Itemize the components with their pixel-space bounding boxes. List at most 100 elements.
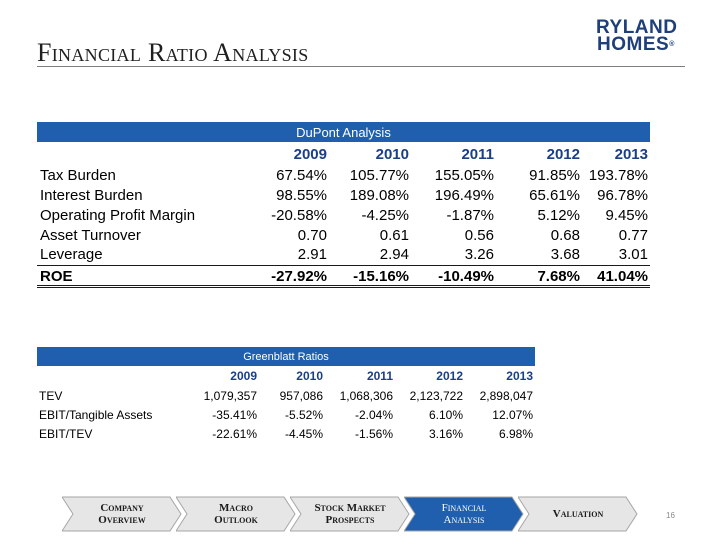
cell: -1.87% (446, 206, 494, 224)
row-label: Interest Burden (40, 186, 143, 204)
nav-label: Stock Market (314, 502, 386, 514)
ryland-homes-logo: RYLAND HOMES® (596, 17, 690, 55)
cell: -2.04% (354, 407, 393, 422)
cell: -1.56% (354, 426, 393, 441)
nav-label: Company (100, 502, 144, 514)
cell: -35.41% (212, 407, 257, 422)
nav-chevron-shape (176, 496, 296, 532)
dupont-year: 2010 (329, 142, 411, 165)
dupont-title: DuPont Analysis (37, 122, 650, 144)
cell: 9.45% (605, 206, 648, 224)
title-divider (37, 66, 685, 67)
table-row: Tax Burden 67.54% 105.77% 155.05% 91.85%… (37, 165, 650, 185)
nav-stock-market-prospects[interactable]: Stock Market Prospects (290, 496, 410, 532)
cell: 41.04% (582, 264, 650, 288)
cell: 2,898,047 (479, 388, 533, 403)
section-nav: Company Overview Macro Outlook Stock Marke… (62, 496, 642, 532)
table-row: Asset Turnover 0.70 0.61 0.56 0.68 0.77 (37, 225, 650, 245)
cell: 1,068,306 (339, 388, 393, 403)
cell: -20.58% (271, 206, 327, 224)
row-label: Tax Burden (40, 166, 116, 184)
cell: -4.25% (361, 206, 409, 224)
nav-company-overview[interactable]: Company Overview (62, 496, 182, 532)
row-label: Asset Turnover (40, 226, 141, 244)
dupont-year: 2012 (496, 142, 582, 165)
nav-label: Prospects (325, 514, 375, 526)
cell: 3.68 (550, 246, 580, 264)
greenblatt-title: Greenblatt Ratios (37, 347, 535, 366)
cell: 7.68% (496, 264, 582, 288)
dupont-year: 2009 (247, 142, 329, 165)
roe-row: ROE -27.92% -15.16% -10.49% 7.68% 41.04% (37, 264, 650, 288)
greenblatt-year: 2010 (296, 369, 323, 383)
cell: 2,123,722 (409, 388, 463, 403)
nav-label: Valuation (552, 508, 604, 520)
cell: 189.08% (349, 186, 409, 204)
nav-label: Financial (441, 502, 487, 514)
nav-label: Macro (219, 502, 253, 514)
row-label: TEV (39, 388, 63, 403)
cell: 2.94 (379, 246, 409, 264)
cell: -5.52% (284, 407, 323, 422)
dupont-year-header: 2009 2010 2011 2012 2013 (37, 142, 650, 165)
cell: -15.16% (329, 264, 411, 288)
greenblatt-year-header: 2009 2010 2011 2012 2013 (37, 366, 535, 386)
row-label: Leverage (40, 246, 103, 264)
nav-label: Analysis (443, 514, 485, 526)
cell: 1,079,357 (203, 388, 257, 403)
cell: 155.05% (434, 166, 494, 184)
page-number: 16 (666, 511, 675, 520)
nav-financial-analysis[interactable]: Financial Analysis (404, 496, 524, 532)
cell: 98.55% (276, 186, 327, 204)
cell: 67.54% (276, 166, 327, 184)
dupont-year: 2011 (411, 142, 496, 165)
cell: -27.92% (247, 264, 329, 288)
cell: 12.07% (492, 407, 533, 422)
table-row: EBIT/Tangible Assets -35.41% -5.52% -2.0… (37, 405, 535, 424)
logo-line-1: RYLAND (596, 17, 678, 38)
cell: -4.45% (284, 426, 323, 441)
cell: 2.91 (297, 246, 327, 264)
cell: 91.85% (529, 166, 580, 184)
double-underline (37, 285, 650, 286)
greenblatt-year: 2011 (366, 369, 393, 383)
cell: 193.78% (588, 166, 648, 184)
cell: 0.77 (618, 226, 648, 244)
cell: 96.78% (597, 186, 648, 204)
cell: 0.68 (550, 226, 580, 244)
cell: 957,086 (279, 388, 323, 403)
row-label: EBIT/Tangible Assets (39, 407, 153, 422)
dupont-year: 2013 (582, 142, 650, 165)
table-row: Operating Profit Margin -20.58% -4.25% -… (37, 205, 650, 225)
nav-label: Outlook (214, 514, 258, 526)
cell: 6.98% (498, 426, 533, 441)
cell: 3.26 (464, 246, 494, 264)
greenblatt-year: 2012 (436, 369, 463, 383)
nav-chevron-shape (518, 496, 638, 532)
cell: 65.61% (529, 186, 580, 204)
row-label: EBIT/TEV (39, 426, 93, 441)
table-row: TEV 1,079,357 957,086 1,068,306 2,123,72… (37, 386, 535, 405)
cell: 0.70 (297, 226, 327, 244)
nav-chevron-shape (62, 496, 182, 532)
nav-chevron-shape (404, 496, 524, 532)
cell: 3.01 (618, 246, 648, 264)
logo-line-2: HOMES (597, 34, 670, 55)
cell: -22.61% (212, 426, 257, 441)
cell: 196.49% (434, 186, 494, 204)
cell: -10.49% (411, 264, 496, 288)
row-label: ROE (37, 264, 247, 288)
cell: 105.77% (349, 166, 409, 184)
nav-valuation[interactable]: Valuation (518, 496, 638, 532)
nav-label: Overview (98, 514, 146, 526)
cell: 5.12% (537, 206, 580, 224)
table-row: Interest Burden 98.55% 189.08% 196.49% 6… (37, 185, 650, 205)
table-row: EBIT/TEV -22.61% -4.45% -1.56% 3.16% 6.9… (37, 424, 535, 443)
cell: 3.16% (428, 426, 463, 441)
greenblatt-year: 2013 (506, 369, 533, 383)
greenblatt-table: Greenblatt Ratios 2009 2010 2011 2012 20… (37, 347, 535, 443)
nav-chevron-shape (290, 496, 410, 532)
row-label: Operating Profit Margin (40, 206, 196, 224)
table-row: Leverage 2.91 2.94 3.26 3.68 3.01 (37, 245, 650, 265)
nav-macro-outlook[interactable]: Macro Outlook (176, 496, 296, 532)
